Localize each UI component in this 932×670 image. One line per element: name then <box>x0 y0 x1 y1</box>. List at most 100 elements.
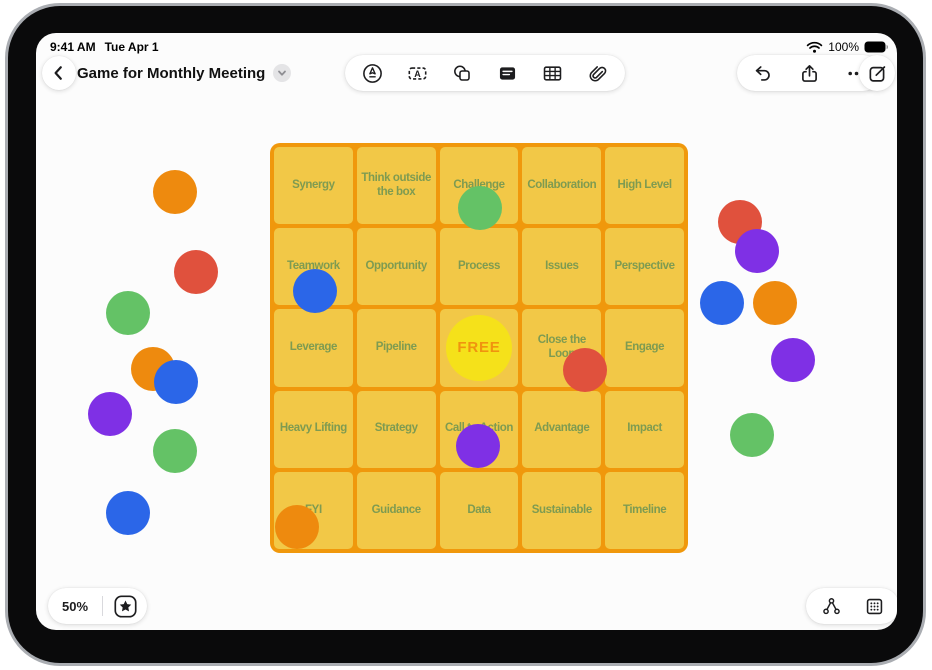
compose-icon <box>867 63 888 84</box>
bingo-cell[interactable]: Synergy <box>274 147 353 225</box>
bingo-cell[interactable]: Advantage <box>522 390 602 468</box>
bingo-cell-label: Advantage <box>534 422 590 435</box>
bingo-cell-label: Challenge <box>453 178 505 191</box>
chevron-down-icon <box>276 67 288 79</box>
bingo-cell[interactable]: Guidance <box>356 471 436 549</box>
purple-token[interactable] <box>456 424 500 468</box>
undo-button[interactable] <box>750 61 774 85</box>
canvas-mode-controls <box>806 588 897 624</box>
bingo-cell-label: Timeline <box>622 503 667 516</box>
free-space-label: FREE <box>457 339 501 357</box>
orange-token[interactable] <box>275 505 319 549</box>
connect-button[interactable] <box>819 594 843 618</box>
bingo-cell[interactable]: Issues <box>522 228 602 306</box>
bingo-cell[interactable]: Opportunity <box>356 228 436 306</box>
green-token[interactable] <box>730 413 774 457</box>
bingo-cell-label: Sustainable <box>531 503 593 516</box>
pen-icon <box>362 63 383 84</box>
green-token[interactable] <box>153 429 197 473</box>
bingo-cell[interactable]: Timeline <box>605 471 684 549</box>
bingo-cell-label: Leverage <box>289 341 338 354</box>
status-date: Tue Apr 1 <box>104 40 159 54</box>
red-token[interactable] <box>174 250 218 294</box>
purple-token[interactable] <box>88 392 132 436</box>
bingo-cell[interactable]: Strategy <box>356 390 436 468</box>
bingo-cell-label: Impact <box>627 422 662 435</box>
blue-token[interactable] <box>106 491 150 535</box>
bingo-cell-label: High Level <box>617 178 673 191</box>
bingo-cell[interactable]: Data <box>439 471 519 549</box>
bingo-cell-label: Perspective <box>614 260 676 272</box>
bingo-cell[interactable]: Heavy Lifting <box>274 390 353 468</box>
orange-token[interactable] <box>753 281 797 325</box>
undo-icon <box>752 63 773 84</box>
divider <box>102 596 104 616</box>
status-time: 9:41 AM <box>50 40 96 54</box>
bingo-cell-label: Think outside the box <box>361 172 431 198</box>
share-button[interactable] <box>797 61 821 85</box>
back-button[interactable] <box>42 56 76 90</box>
bingo-cell[interactable]: High Level <box>605 147 684 225</box>
orange-token[interactable] <box>153 170 197 214</box>
free-space[interactable]: FREE <box>445 314 512 381</box>
bingo-cell-label: Strategy <box>374 422 418 435</box>
bingo-cell-label: Collaboration <box>527 178 597 191</box>
paperclip-icon <box>587 63 608 84</box>
sticky-note-button[interactable] <box>496 61 520 85</box>
blue-token[interactable] <box>700 281 744 325</box>
bingo-board[interactable]: Synergy Think outside the box Challenge Col… <box>270 143 688 553</box>
text-a-icon: A <box>407 63 428 84</box>
bingo-cell-label: Heavy Lifting <box>279 422 347 435</box>
bingo-cell-label: Close the Loop <box>537 334 587 360</box>
tools-toolbar: A <box>345 55 625 91</box>
zoom-controls: 50% <box>48 588 148 624</box>
markup-pen-button[interactable] <box>360 61 384 85</box>
blue-token[interactable] <box>154 360 198 404</box>
freeform-canvas[interactable]: 9:41 AM Tue Apr 1 100% <box>36 33 897 630</box>
wifi-icon <box>806 41 823 53</box>
select-button[interactable] <box>862 594 886 618</box>
bingo-cell[interactable]: Sustainable <box>522 471 602 549</box>
status-bar-right: 100% <box>806 40 889 54</box>
battery-full-icon <box>864 41 889 53</box>
bingo-cell[interactable]: Collaboration <box>522 147 602 225</box>
actions-toolbar <box>737 55 881 91</box>
bingo-cell[interactable]: FREE <box>439 309 519 387</box>
table-icon <box>542 63 563 84</box>
favorites-button[interactable] <box>113 594 137 618</box>
bingo-cell-label: Data <box>467 503 491 516</box>
chevron-left-icon <box>49 63 69 83</box>
bingo-cell-label: Guidance <box>371 503 422 516</box>
table-button[interactable] <box>541 61 565 85</box>
bingo-cell[interactable]: Engage <box>605 309 684 387</box>
svg-text:A: A <box>414 68 421 78</box>
zoom-level-button[interactable]: 50% <box>62 598 89 614</box>
attachment-button[interactable] <box>586 61 610 85</box>
bingo-cell[interactable]: Perspective <box>605 228 684 306</box>
bingo-cell[interactable]: Leverage <box>274 309 353 387</box>
new-board-button[interactable] <box>859 55 895 91</box>
board-title-row: Game for Monthly Meeting <box>77 56 292 90</box>
bingo-cell-label: Teamwork <box>286 260 340 272</box>
bingo-cell[interactable]: Impact <box>605 390 684 468</box>
blue-token[interactable] <box>293 269 337 313</box>
bingo-cell[interactable]: Process <box>439 228 519 306</box>
green-token[interactable] <box>458 186 502 230</box>
purple-token[interactable] <box>771 338 815 382</box>
bingo-cell-label: Issues <box>545 260 579 272</box>
green-token[interactable] <box>106 291 150 335</box>
shapes-icon <box>452 63 473 84</box>
token-layer <box>36 33 897 630</box>
bingo-cell[interactable]: Pipeline <box>356 309 436 387</box>
battery-percent: 100% <box>828 40 859 54</box>
purple-token[interactable] <box>735 229 779 273</box>
text-box-button[interactable]: A <box>405 61 429 85</box>
page-title[interactable]: Game for Monthly Meeting <box>77 64 266 82</box>
bingo-cell[interactable]: Think outside the box <box>356 147 436 225</box>
red-token[interactable] <box>563 348 607 392</box>
grid-select-icon <box>864 596 885 617</box>
bingo-cell-label: Synergy <box>292 178 335 191</box>
shapes-button[interactable] <box>450 61 474 85</box>
title-menu-button[interactable] <box>273 64 292 82</box>
ipad-frame: 9:41 AM Tue Apr 1 100% <box>8 6 923 663</box>
